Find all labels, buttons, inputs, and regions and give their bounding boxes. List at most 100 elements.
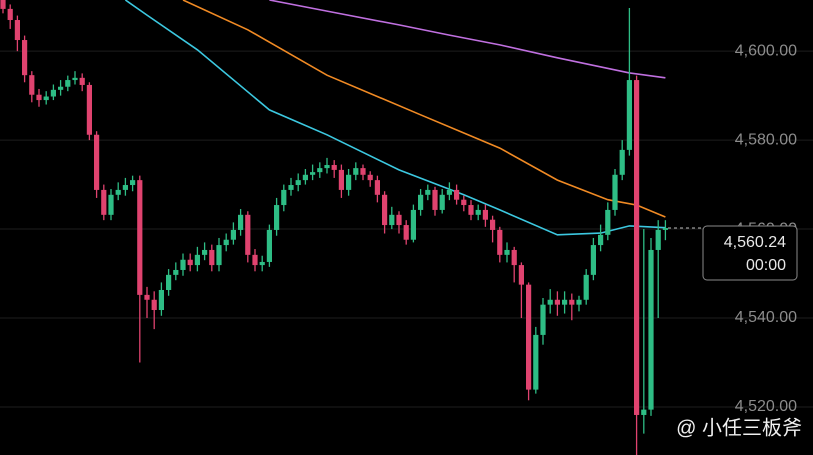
candle-body — [0, 0, 6, 9]
candle-body — [202, 249, 208, 255]
candle-body — [504, 249, 510, 255]
candle-body — [331, 165, 337, 170]
candle-body — [216, 245, 222, 266]
candle-body — [418, 194, 424, 210]
candle-body — [511, 249, 517, 266]
last-price-label: 4,560.24 — [724, 234, 786, 251]
candle-body — [547, 299, 553, 305]
candle-body — [482, 209, 488, 220]
candle-body — [65, 80, 71, 87]
candle-body — [22, 40, 28, 76]
candle-body — [367, 174, 373, 181]
candle-body — [605, 209, 611, 235]
y-tick-label: 4,540.00 — [735, 309, 797, 326]
candle-body — [562, 299, 568, 305]
candle-body — [612, 174, 618, 210]
candle-body — [389, 214, 395, 226]
candle-body — [115, 189, 121, 195]
candle-body — [526, 284, 532, 390]
candle-body — [461, 199, 467, 206]
candle-body — [288, 185, 294, 190]
moving-average — [269, 0, 666, 79]
candle-body — [122, 185, 128, 190]
candle-body — [533, 334, 539, 390]
candle-body — [619, 149, 625, 175]
candle-body — [662, 227, 668, 230]
candle-body — [396, 214, 402, 226]
countdown: 00:00 — [746, 257, 786, 274]
candle-body — [187, 259, 193, 266]
candle-body — [86, 84, 92, 135]
candle-body — [36, 94, 42, 101]
y-tick-label: 4,580.00 — [735, 131, 797, 148]
candle-body — [158, 289, 164, 311]
candle-body — [274, 205, 280, 230]
candle-body — [353, 168, 359, 175]
candle-body — [180, 259, 186, 270]
candle-body — [655, 229, 661, 250]
candle-body — [281, 189, 287, 206]
candle-body — [540, 304, 546, 335]
candle-body — [130, 180, 136, 186]
candle-body — [410, 209, 416, 240]
candle-body — [569, 299, 575, 305]
candle-body — [43, 96, 49, 101]
candle-body — [194, 254, 200, 266]
candle-body — [598, 234, 604, 246]
candle-body — [310, 172, 316, 175]
candle-body — [295, 180, 301, 186]
candle-body — [101, 189, 107, 215]
candle-body — [58, 86, 64, 90]
candle-body — [490, 219, 496, 230]
candle-body — [454, 189, 460, 200]
candle-body — [230, 229, 236, 240]
candle-body — [238, 214, 244, 230]
candle-body — [223, 239, 229, 246]
watermark: @ 小任三板斧 — [676, 416, 802, 439]
candle-body — [518, 265, 524, 285]
candle-body — [137, 180, 143, 295]
candle-body — [590, 245, 596, 275]
candle-body — [29, 75, 35, 95]
candle-body — [554, 299, 560, 305]
candle-body — [252, 254, 258, 266]
candle-body — [439, 194, 445, 210]
candle-body — [641, 409, 647, 415]
candle-body — [468, 205, 474, 215]
y-tick-label: 4,520.00 — [735, 398, 797, 415]
candle-body — [338, 169, 344, 190]
candle-body — [360, 168, 366, 175]
candle-body — [634, 80, 640, 415]
candle-body — [50, 89, 56, 97]
candle-body — [432, 189, 438, 210]
price-box — [702, 225, 798, 281]
candle-body — [245, 214, 251, 255]
candle-body — [346, 174, 352, 190]
candle-body — [403, 225, 409, 240]
candle-body — [648, 249, 654, 410]
candle-body — [151, 299, 157, 311]
candle-body — [144, 294, 150, 300]
candle-body — [626, 80, 632, 150]
candle-body — [475, 209, 481, 215]
candle-body — [425, 189, 431, 195]
candle-body — [302, 174, 308, 181]
candle-body — [94, 134, 100, 190]
candle-body — [173, 269, 179, 275]
candle-body — [317, 168, 323, 173]
candle-body — [79, 77, 85, 85]
candle-body — [209, 249, 215, 266]
candle-body — [14, 20, 20, 41]
candle-body — [266, 229, 272, 262]
candle-body — [576, 299, 582, 305]
candle-body — [583, 274, 589, 300]
candle-body — [166, 274, 172, 290]
candle-body — [497, 229, 503, 255]
candle-body — [324, 165, 330, 169]
candle-body — [108, 194, 114, 215]
candle-body — [446, 189, 452, 195]
candle-body — [259, 261, 265, 266]
candle-body — [7, 8, 13, 21]
